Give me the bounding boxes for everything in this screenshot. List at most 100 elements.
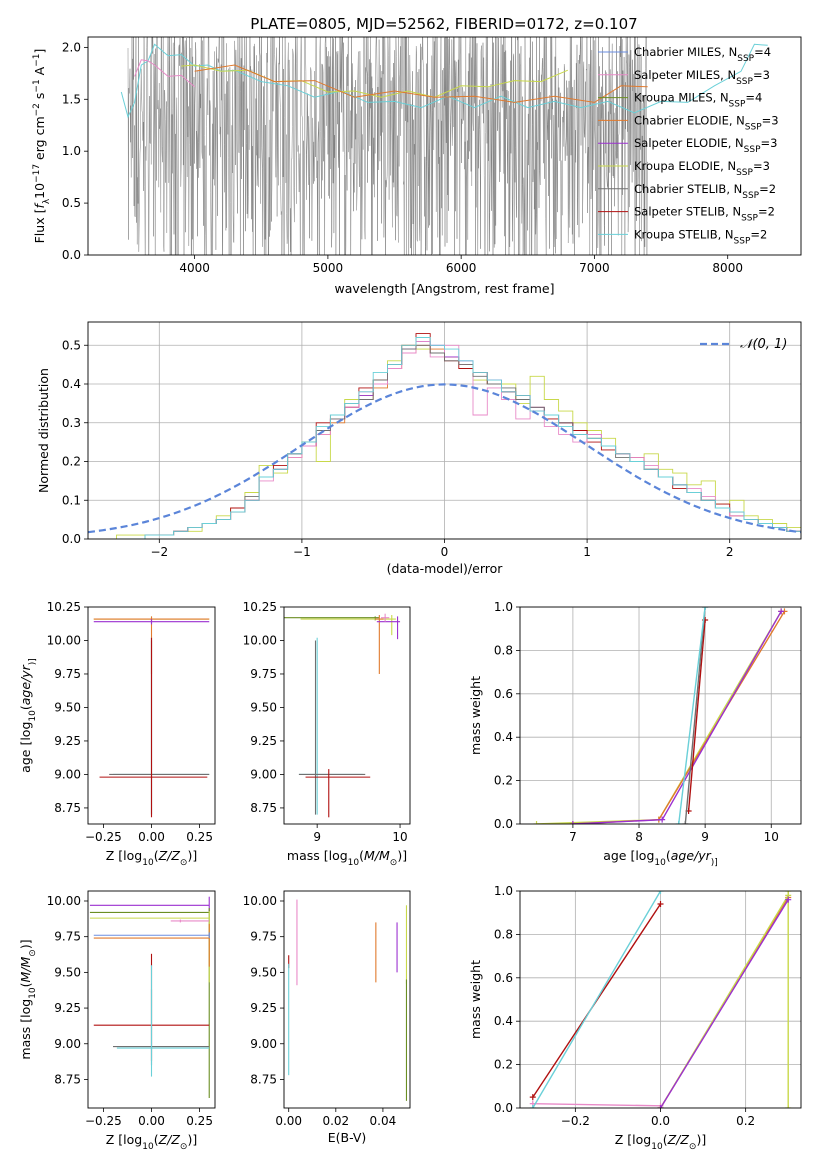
y-tick-label: 9.50 [250, 965, 277, 979]
x-tick-label: 5000 [313, 261, 344, 275]
x-axis-label: Z [log10(Z/Z⊙)] [106, 1132, 197, 1152]
plot-area [284, 613, 401, 818]
y-tick-label: 9.75 [54, 930, 81, 944]
y-tick-label: 0.6 [494, 971, 513, 985]
plot-area [120, 37, 768, 255]
x-tick-label: 0.0 [651, 1114, 670, 1128]
x-axis-label: (data-model)/error [387, 561, 504, 576]
weight-marker [529, 1105, 536, 1108]
label-part: −2 [32, 103, 42, 116]
label-part: )] [711, 858, 718, 868]
weight-marker [657, 891, 664, 894]
weight-marker [785, 896, 792, 903]
label-part: age/yr [671, 848, 712, 863]
x-tick-label: 0.00 [138, 830, 165, 844]
label-part: SSP [744, 145, 761, 155]
x-axis-label: Z [log10(Z/Z⊙)] [615, 1132, 706, 1152]
x-tick-label: 9 [313, 830, 321, 844]
label-part: 10 [28, 987, 38, 999]
y-tick-label: 0.3 [62, 416, 81, 430]
x-axis-label: E(B-V) [328, 1130, 367, 1145]
y-tick-label: 9.00 [250, 767, 277, 781]
errorbar-salpeter-elodie [376, 616, 401, 640]
x-tick-label: 1 [583, 545, 591, 559]
label-part: Z/Z [158, 1132, 181, 1147]
label-part: SSP [745, 122, 762, 132]
x-tick-label: 7 [569, 830, 577, 844]
x-tick-label: 2 [726, 545, 734, 559]
weight-line-salpeter-stelib [687, 619, 706, 812]
legend-entry: Salpeter MILES, NSSP=3 [634, 68, 770, 87]
x-tick-label: 4000 [179, 261, 210, 275]
label-part: Kroupa ELODIE, N [634, 159, 736, 173]
label-part: Flux [ [32, 209, 47, 244]
y-axis-label: age [log10(age/yr)] [18, 658, 38, 773]
y-tick-label: 0.5 [62, 338, 81, 352]
label-part: SSP [729, 100, 746, 110]
label-part: ( [359, 848, 364, 863]
weight-marker [785, 891, 792, 894]
errorbar-kroupa-miles [89, 908, 210, 1099]
label-part: ⊙ [28, 949, 38, 957]
y-tick-label: 0.6 [494, 687, 513, 701]
label-part: =3 [753, 159, 770, 173]
label-part: −17 [32, 164, 42, 183]
x-tick-label: 6000 [446, 261, 477, 275]
label-part: λ [42, 198, 52, 204]
plot-area [520, 607, 801, 824]
y-tick-label: 9.00 [250, 1037, 277, 1051]
label-part: 10 [142, 1142, 154, 1152]
x-tick-label: 0.25 [186, 1114, 213, 1128]
histogram-kroupa-stelib [116, 337, 801, 539]
errorbar-salpeter-stelib [305, 769, 371, 818]
histogram-chabrier-stelib [116, 344, 801, 539]
label-part: age [log [603, 848, 654, 863]
x-tick-label: 0.04 [370, 1114, 397, 1128]
x-tick-label: 0.02 [322, 1114, 349, 1128]
y-tick-label: 10.25 [243, 600, 277, 614]
y-tick-label: 0.8 [494, 927, 513, 941]
plot-area [89, 896, 210, 1099]
panel-age-vs-mass: 9 10 8.75 9.00 9.25 9.50 9.75 10.00 10.25 mass [l… [243, 600, 411, 868]
y-tick-label: 0.5 [62, 196, 81, 210]
y-tick-label: 1.0 [494, 600, 513, 614]
x-tick-label: −1 [293, 545, 311, 559]
y-tick-label: 9.75 [250, 930, 277, 944]
label-part: 10 [28, 710, 38, 722]
weight-line-salpeter-elodie [659, 899, 789, 1108]
y-tick-label: 9.50 [54, 965, 81, 979]
label-part: )] [187, 848, 197, 863]
errorbar-salpeter-miles [170, 919, 210, 923]
weight-marker [657, 901, 664, 908]
x-axis-label: wavelength [Angstrom, rest frame] [334, 281, 554, 296]
y-tick-label: 0.4 [62, 377, 81, 391]
legend-entry: Salpeter STELIB, NSSP=2 [634, 205, 775, 224]
legend-entry: Kroupa MILES, NSSP=4 [634, 91, 762, 110]
axes-frame [87, 36, 802, 256]
axes-frame [283, 606, 411, 825]
label-part: 10 [142, 858, 154, 868]
y-tick-label: 0.1 [62, 493, 81, 507]
y-tick-label: 0.0 [494, 1101, 513, 1115]
legend-entry: Kroupa ELODIE, NSSP=3 [634, 159, 770, 178]
errorbar-kroupa-stelib [113, 637, 210, 815]
x-tick-label: 0.00 [138, 1114, 165, 1128]
y-tick-label: 1.0 [62, 144, 81, 158]
y-tick-label: 0.2 [62, 455, 81, 469]
x-tick-label: 0 [441, 545, 449, 559]
y-tick-label: 1.5 [62, 92, 81, 106]
label-part: =2 [759, 182, 776, 196]
y-tick-label: 9.75 [54, 667, 81, 681]
y-tick-label: 0.4 [494, 730, 513, 744]
x-tick-label: 10 [764, 830, 779, 844]
errorbar-salpeter-elodie [89, 896, 210, 913]
label-part: M/M [364, 848, 390, 863]
label-part: Kroupa STELIB, N [634, 227, 734, 241]
label-part: 10 [654, 858, 666, 868]
label-part: M/M [18, 956, 33, 982]
errorbar-kroupa-miles [284, 616, 380, 621]
legend-entry: Kroupa STELIB, NSSP=2 [634, 227, 767, 246]
y-axis-label: mass weight [468, 676, 483, 755]
x-tick-label: 0.00 [275, 1114, 302, 1128]
x-tick-label: 8 [635, 830, 643, 844]
